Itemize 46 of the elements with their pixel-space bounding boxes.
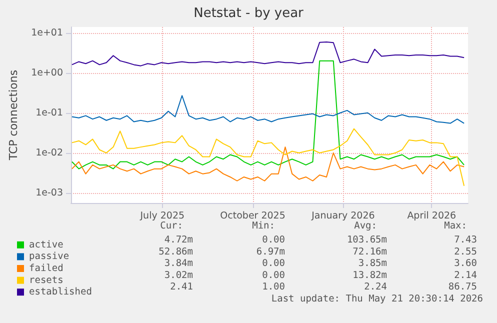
line-series	[71, 42, 465, 66]
text: Min:	[252, 220, 275, 232]
y-tick-label: 1e-03	[36, 187, 63, 198]
text: Max:	[444, 220, 467, 232]
text: Avg:	[354, 220, 377, 232]
y-tick-label: 1e-01	[36, 107, 63, 118]
text: 0.00	[262, 234, 286, 246]
text: 0.00	[262, 258, 286, 270]
x-tick-label: July 2025	[139, 210, 185, 222]
legend-label: active	[29, 239, 64, 250]
y-tick-label: 1e+01	[31, 27, 63, 38]
text: Last update: Thu May 21 20:30:14 2026	[271, 294, 484, 304]
x-tick-label: October 2025	[220, 210, 286, 222]
text: 4.72m	[164, 234, 194, 246]
chart-title: Netstat - by year	[194, 6, 304, 21]
text: 2.41	[170, 282, 194, 293]
x-tick-label: January 2026	[310, 210, 375, 222]
text: 13.82m	[352, 270, 388, 281]
text: 2.55	[454, 246, 477, 258]
text: 2.24	[364, 282, 388, 293]
y-axis-title: TCP connections	[7, 70, 20, 162]
text: 0.00	[262, 270, 286, 281]
text: 3.85m	[358, 258, 388, 270]
text: 3.60	[454, 258, 478, 270]
legend-label: passive	[29, 251, 70, 262]
text: Cur:	[160, 220, 183, 232]
line-series	[71, 95, 465, 124]
text: 72.16m	[352, 246, 388, 258]
legend-label: failed	[29, 263, 64, 274]
line-series	[71, 128, 465, 186]
y-tick-label: 1e-02	[36, 147, 63, 158]
text: 2.14	[454, 270, 478, 281]
y-tick-label: 1e+00	[31, 67, 63, 78]
text: 7.43	[454, 234, 477, 246]
legend-label: resets	[29, 274, 64, 286]
x-tick-label: April 2026	[407, 210, 456, 222]
legend-label: established	[29, 286, 92, 298]
text: 3.02m	[164, 270, 194, 281]
text: 6.97m	[256, 246, 286, 258]
text: 86.75	[448, 282, 477, 293]
text: 1.00	[262, 282, 286, 293]
text: 3.84m	[164, 258, 194, 270]
text: 52.86m	[158, 246, 194, 258]
line-series	[71, 146, 465, 182]
text: 103.65m	[346, 234, 388, 246]
line-series	[71, 60, 465, 170]
